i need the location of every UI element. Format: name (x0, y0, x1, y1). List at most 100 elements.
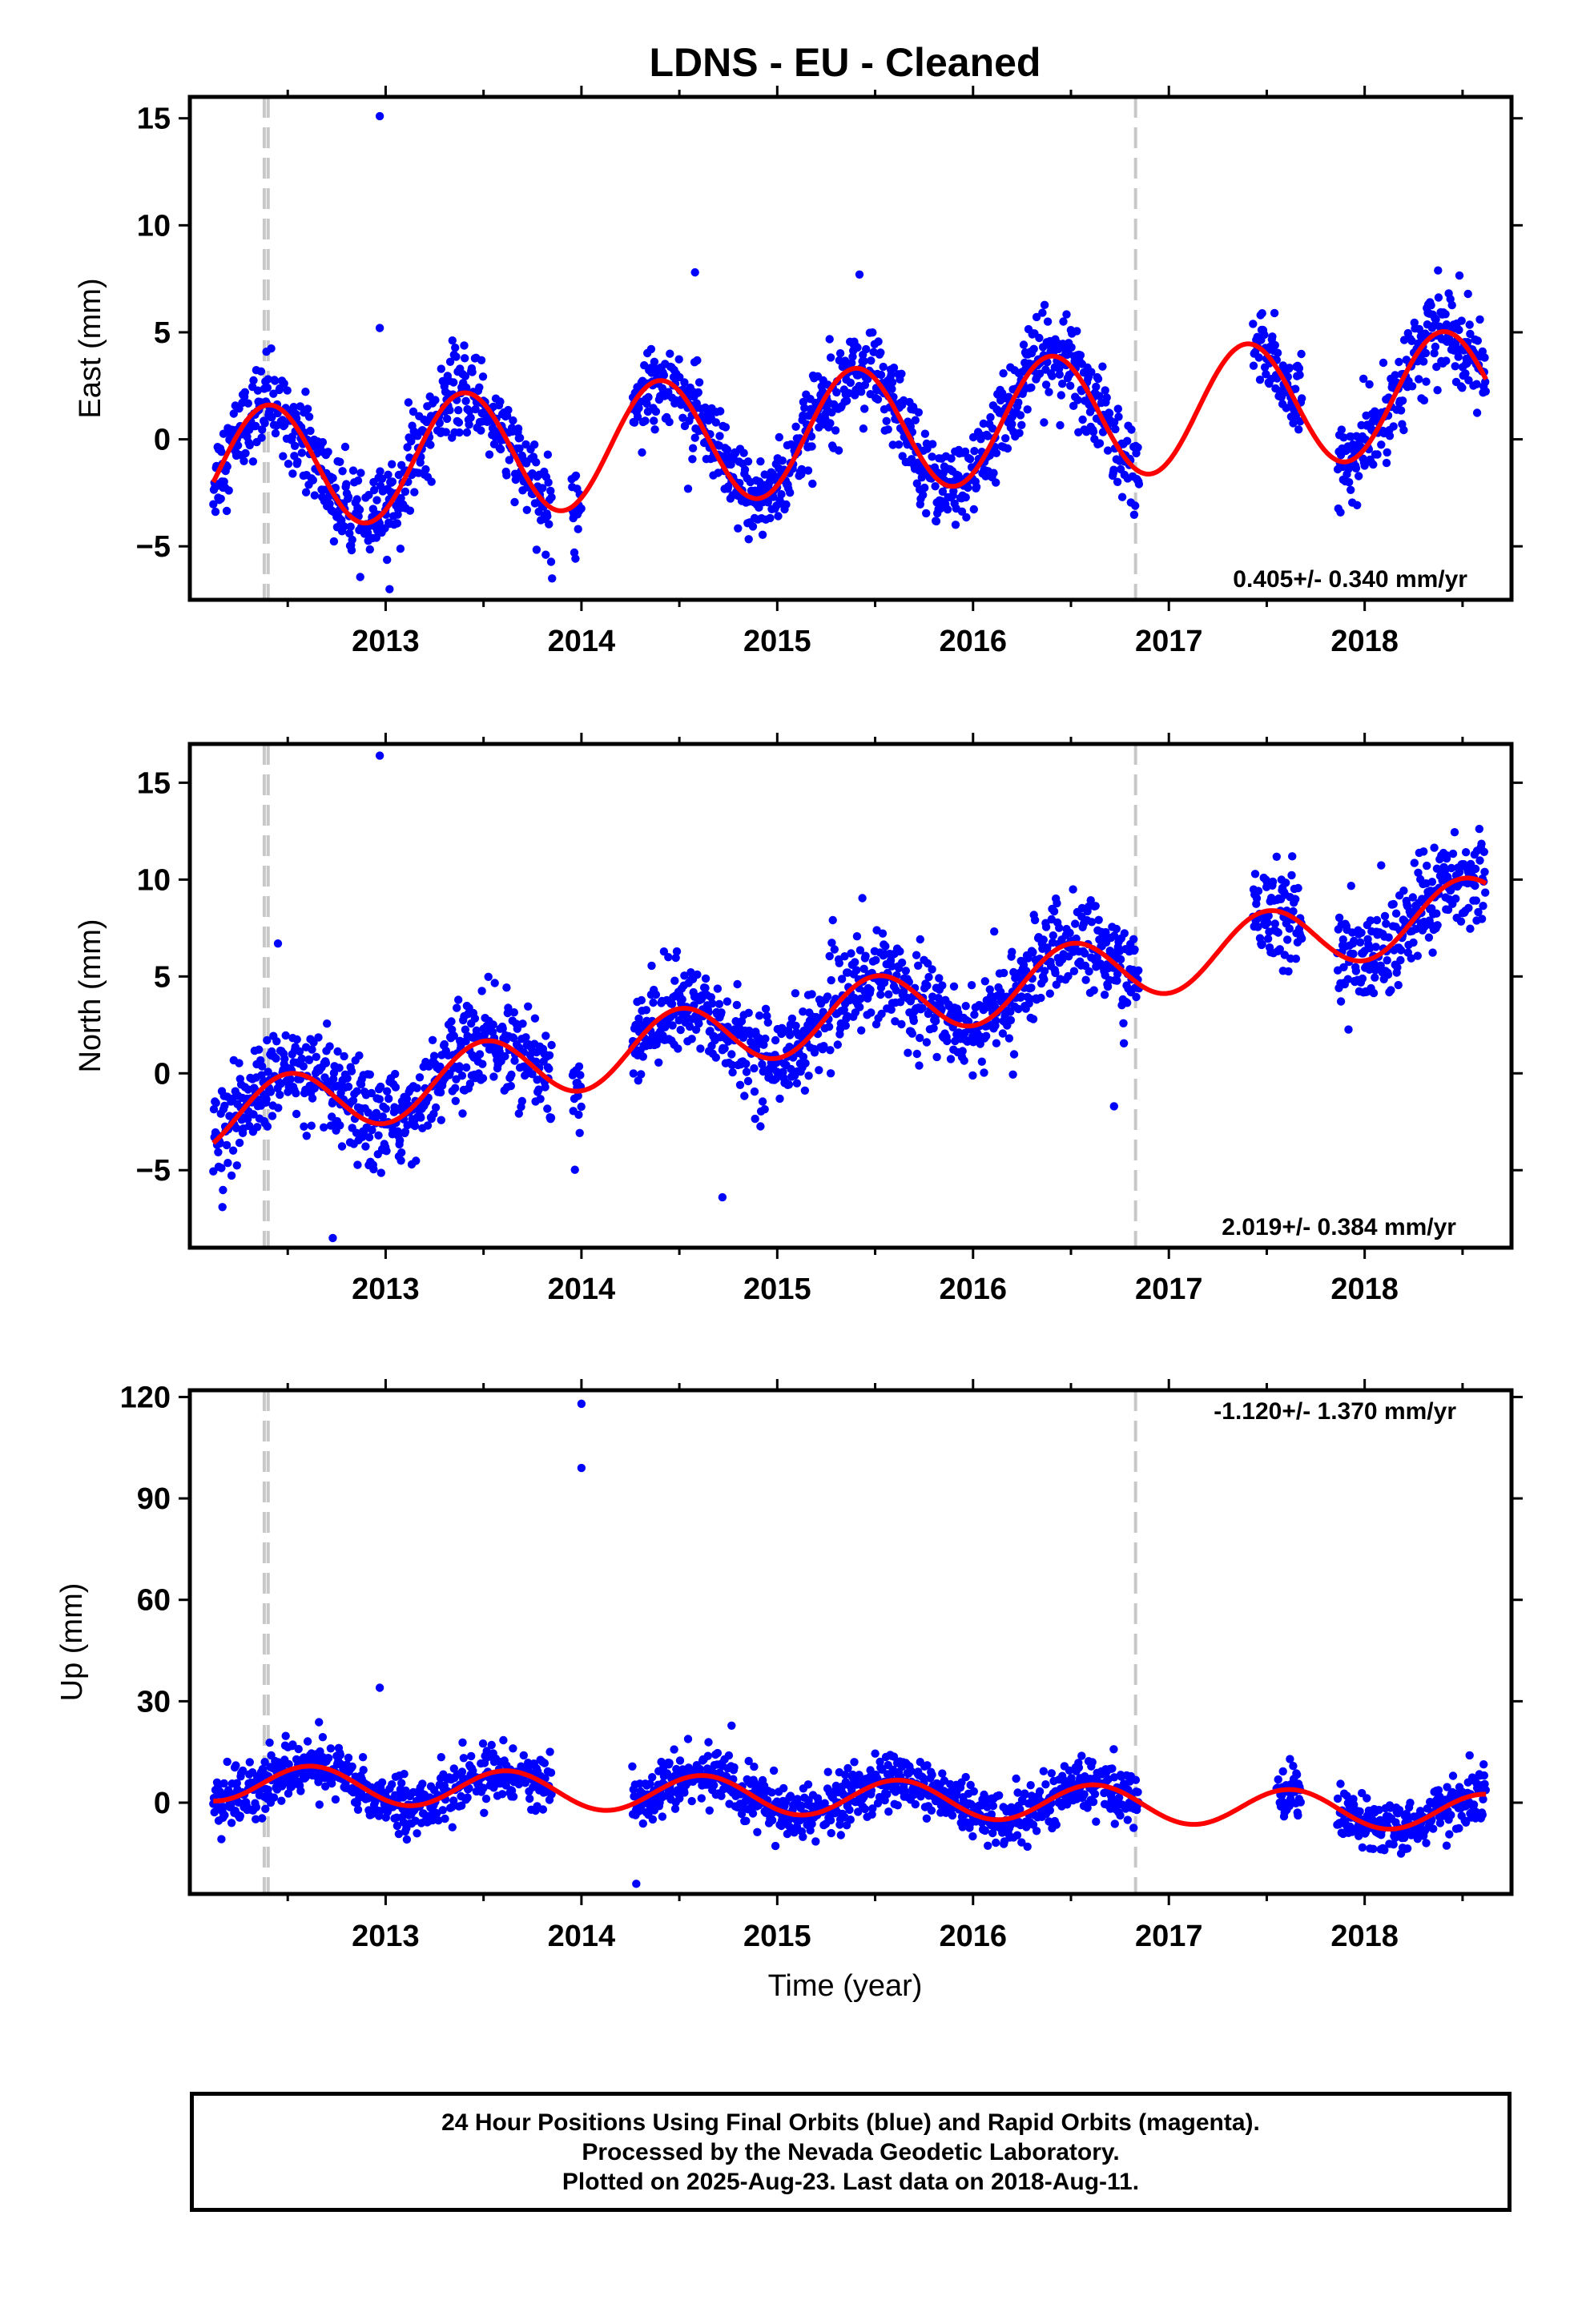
data-point (378, 1112, 387, 1121)
data-point (1109, 931, 1119, 940)
data-point (1067, 343, 1076, 352)
data-point (949, 487, 958, 496)
data-point (320, 1123, 328, 1132)
data-point (397, 1779, 406, 1787)
data-point (756, 457, 765, 466)
data-point (1017, 1838, 1026, 1847)
data-point (423, 1121, 433, 1130)
data-point (1098, 362, 1107, 371)
data-point (694, 1019, 703, 1028)
data-point (637, 995, 646, 1005)
data-point (970, 447, 979, 456)
data-point (1263, 935, 1273, 943)
data-point (1049, 931, 1058, 940)
data-point (866, 985, 875, 995)
data-point (519, 1751, 528, 1760)
data-point (711, 1053, 720, 1062)
data-point (999, 369, 1008, 378)
data-point (924, 972, 933, 982)
data-point (222, 506, 231, 516)
data-point (490, 979, 499, 987)
north-points (209, 751, 1490, 1243)
data-point (826, 1046, 835, 1055)
data-point (761, 1034, 770, 1043)
data-point (1389, 422, 1398, 431)
data-point (1454, 352, 1463, 361)
data-point (1132, 992, 1141, 1002)
data-point (836, 1831, 846, 1839)
data-point (644, 392, 653, 402)
data-point (826, 419, 835, 428)
data-point (1399, 425, 1408, 435)
data-point (748, 1809, 758, 1818)
data-point (437, 364, 445, 373)
data-point (833, 1040, 843, 1049)
data-point (484, 972, 493, 982)
data-point (1035, 369, 1045, 378)
data-point (967, 981, 976, 990)
data-point (375, 1095, 384, 1104)
data-point (1016, 411, 1025, 420)
data-point (1471, 864, 1480, 874)
data-point (1084, 902, 1093, 911)
data-point (1043, 317, 1053, 326)
data-point (458, 1738, 467, 1747)
data-point (1055, 923, 1064, 932)
data-point (245, 440, 254, 450)
data-point (290, 441, 300, 450)
data-point (461, 396, 470, 405)
y-tick-label: 5 (154, 316, 171, 350)
data-point (638, 448, 646, 457)
data-point (1419, 396, 1429, 405)
x-tick-label: 2016 (940, 1273, 1008, 1306)
data-point (1029, 344, 1038, 353)
data-point (1016, 1805, 1024, 1814)
data-point (1129, 510, 1139, 519)
data-point (992, 1039, 1001, 1047)
data-point (292, 1035, 301, 1044)
data-point (453, 1003, 461, 1012)
data-point (225, 1112, 234, 1120)
y-tick-label: 15 (137, 766, 171, 800)
data-point (241, 448, 250, 458)
data-point (217, 448, 226, 456)
data-point (1430, 843, 1439, 852)
data-point (1019, 340, 1029, 349)
data-point (888, 378, 897, 387)
data-point (303, 1737, 312, 1746)
data-point (409, 407, 418, 416)
data-point (1114, 412, 1123, 421)
data-point (799, 1007, 807, 1016)
data-point (1093, 374, 1103, 384)
data-point (1356, 938, 1365, 947)
data-point (1383, 970, 1393, 979)
data-point (304, 1055, 314, 1065)
data-point (845, 1805, 854, 1815)
data-point (779, 1783, 788, 1793)
data-point (744, 535, 753, 544)
data-point (318, 438, 328, 447)
data-point (996, 987, 1005, 996)
data-point (658, 1812, 667, 1821)
data-point (931, 482, 940, 491)
data-point (730, 1763, 739, 1772)
data-point (293, 457, 302, 466)
data-point (1105, 408, 1114, 418)
data-point (928, 452, 936, 461)
data-point (391, 1083, 401, 1092)
data-point (1369, 988, 1379, 998)
data-point (883, 1790, 892, 1799)
data-point (846, 1815, 855, 1824)
data-point (538, 484, 547, 493)
data-point (329, 537, 339, 546)
data-point (1103, 446, 1113, 455)
data-point (1014, 1004, 1023, 1014)
data-point (1081, 975, 1090, 984)
data-point (748, 522, 758, 531)
data-point (667, 999, 677, 1009)
data-point (884, 990, 893, 999)
data-point (1297, 349, 1306, 359)
data-point (862, 344, 871, 354)
